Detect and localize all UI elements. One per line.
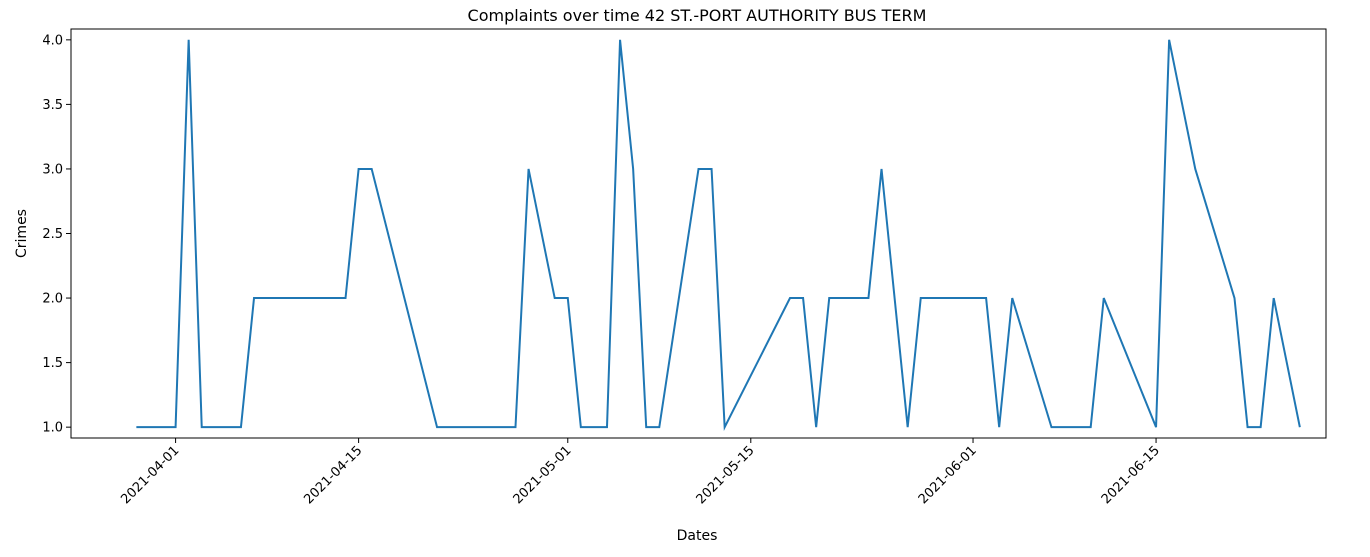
y-tick-label: 3.0 [42,162,63,177]
data-point [658,426,660,428]
data-point [1259,426,1261,428]
data-point [174,426,176,428]
y-tick-label: 4.0 [42,33,63,48]
y-tick-label: 2.0 [42,292,63,307]
data-point [514,426,516,428]
data-point [880,168,882,170]
data-point [985,297,987,299]
y-tick-label: 2.5 [42,227,63,242]
data-point [253,297,255,299]
data-point [436,426,438,428]
y-tick-label: 1.5 [42,356,63,371]
x-axis: 2021-04-01 2021-04-15 2021-05-01 2021-05-15… [118,438,1163,507]
data-point [645,426,647,428]
x-tick-label: 2021-06-15 [1099,443,1163,507]
data-point [1168,39,1170,41]
y-axis: 1.0 1.5 2.0 2.5 3.0 3.5 4.0 [42,33,71,436]
data-point [554,297,556,299]
x-tick-label: 2021-04-01 [118,443,182,507]
data-point [828,297,830,299]
data-point [632,168,634,170]
data-point [580,426,582,428]
series-line-0 [136,39,1301,431]
data-point [240,426,242,428]
data-point [1011,297,1013,299]
data-point [1299,426,1301,428]
y-tick-label: 3.5 [42,98,63,113]
data-point [135,426,137,428]
data-point [867,297,869,299]
data-point [567,297,569,299]
data-point [527,168,529,170]
data-point [1089,426,1091,428]
data-point [1050,426,1052,428]
plot-frame [70,28,1327,439]
plot-area [135,39,1301,431]
data-point [789,297,791,299]
data-point [357,168,359,170]
data-point [710,168,712,170]
x-tick-label: 2021-04-15 [301,443,365,507]
data-point [606,426,608,428]
data-point [1194,168,1196,170]
data-point [619,39,621,41]
data-point [906,426,908,428]
x-tick-label: 2021-06-01 [916,443,980,507]
data-point [723,426,725,428]
data-point [815,426,817,428]
data-point [802,297,804,299]
data-point [1273,297,1275,299]
y-tick-label: 1.0 [42,421,63,436]
data-point [697,168,699,170]
data-point [1246,426,1248,428]
x-tick-label: 2021-05-01 [511,443,575,507]
data-point [1233,297,1235,299]
data-point [1155,426,1157,428]
y-axis-label: Crimes [14,209,30,258]
data-point [920,297,922,299]
data-point [344,297,346,299]
x-tick-label: 2021-05-15 [694,443,758,507]
chart-title: Complaints over time 42 ST.-PORT AUTHORI… [468,6,927,25]
data-point [1103,297,1105,299]
x-axis-label: Dates [677,528,718,544]
data-point [187,39,189,41]
data-point [201,426,203,428]
data-point [998,426,1000,428]
data-point [370,168,372,170]
